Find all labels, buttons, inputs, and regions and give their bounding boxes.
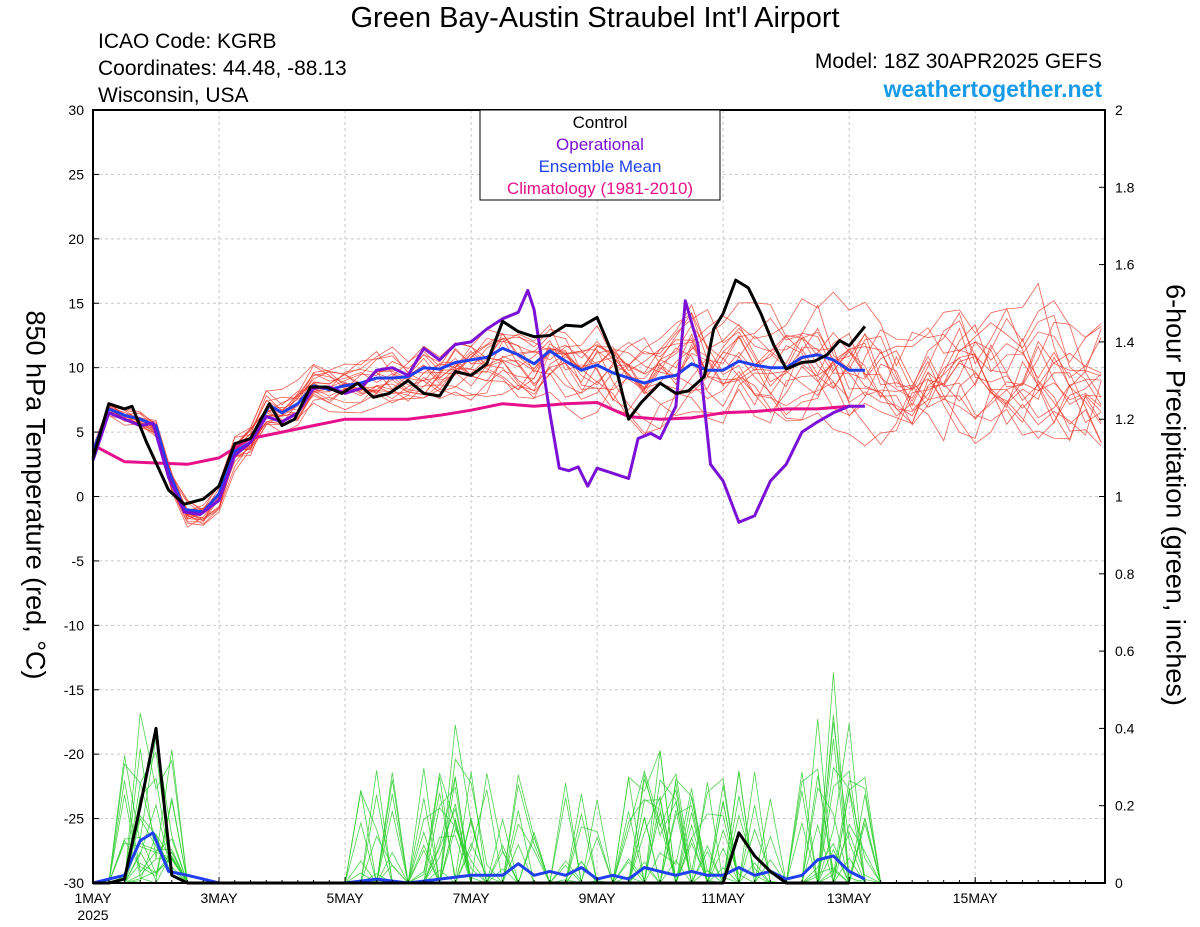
y-left-tick-label: 25 <box>68 166 84 182</box>
y-right-tick-label: 0 <box>1115 875 1123 891</box>
y-left-tick-label: -30 <box>64 875 84 891</box>
temp-member-line <box>92 304 1102 517</box>
x-tick-label: 11MAY <box>701 890 745 906</box>
temp-ensemble-mean-line <box>91 346 865 514</box>
legend-box <box>479 109 721 201</box>
x-tick-label: 5MAY <box>327 890 365 906</box>
x-tick-label: 1MAY <box>74 890 112 906</box>
location: Wisconsin, USA <box>98 84 249 107</box>
y-left-tick-label: 30 <box>68 102 84 118</box>
x-tick-label: 3MAY <box>200 890 238 906</box>
temp-member-line <box>92 313 1102 528</box>
x-tick-label: 9MAY <box>579 890 617 906</box>
temp-member-line <box>92 317 1102 514</box>
y-right-tick-label: 1.4 <box>1115 334 1135 350</box>
y-right-tick-label: 2 <box>1115 102 1123 118</box>
legend-entry: Climatology (1981-2010) <box>507 179 693 198</box>
y-left-tick-label: -15 <box>64 682 84 698</box>
y-left-tick-label: 10 <box>68 360 84 376</box>
y-left-tick-label: -5 <box>72 553 85 569</box>
precip-member-line <box>93 712 1102 884</box>
y-right-tick-label: 0.6 <box>1115 643 1135 659</box>
y-right-tick-label: 0.4 <box>1115 720 1135 736</box>
y-left-tick-label: 0 <box>76 489 84 505</box>
legend: Control Operational Ensemble Mean Climatolo… <box>479 109 721 201</box>
temp-member-line <box>92 307 1102 512</box>
site-link[interactable]: weathertogether.net <box>883 76 1102 102</box>
legend-entry: Operational <box>556 135 644 154</box>
y-left-tick-label: 20 <box>68 231 84 247</box>
axes: 302520151050-5-10-15-20-25-3021.81.61.41… <box>64 102 1135 923</box>
y-right-tick-label: 1 <box>1115 489 1123 505</box>
y-left-tick-label: -10 <box>64 617 84 633</box>
temp-member-line <box>92 332 1102 520</box>
model-run: Model: 18Z 30APR2025 GEFS <box>814 50 1102 73</box>
y-right-tick-label: 1.6 <box>1115 257 1135 273</box>
x-tick-label: 13MAY <box>827 890 873 906</box>
precip-ensemble-mean-line <box>92 831 866 885</box>
y-left-tick-label: -25 <box>64 811 84 827</box>
ensemble-members <box>92 282 1102 885</box>
climatology-line <box>92 401 850 466</box>
legend-entry: Ensemble Mean <box>539 157 662 176</box>
operational-line <box>91 288 865 524</box>
chart-title: Green Bay-Austin Straubel Int'l Airport <box>350 2 840 34</box>
coordinates: Coordinates: 44.48, -88.13 <box>98 57 347 80</box>
y-left-tick-label: -20 <box>64 746 84 762</box>
grid <box>93 110 1105 883</box>
x-tick-label: 15MAY <box>953 890 999 906</box>
y-right-tick-label: 0.8 <box>1115 566 1135 582</box>
y-right-tick-label: 1.8 <box>1115 179 1135 195</box>
temp-member-line <box>92 327 1102 515</box>
legend-entry: Control <box>573 113 628 132</box>
temp-member-line <box>92 309 1102 511</box>
temp-control-line <box>91 278 867 506</box>
x-tick-sublabel: 2025 <box>77 907 108 923</box>
y-left-tick-label: 15 <box>68 295 84 311</box>
y-right-tick-label: 0.2 <box>1115 798 1135 814</box>
icao-code: ICAO Code: KGRB <box>98 30 277 53</box>
y-right-tick-label: 1.2 <box>1115 411 1135 427</box>
x-tick-label: 7MAY <box>453 890 491 906</box>
y-left-tick-label: 5 <box>76 424 84 440</box>
